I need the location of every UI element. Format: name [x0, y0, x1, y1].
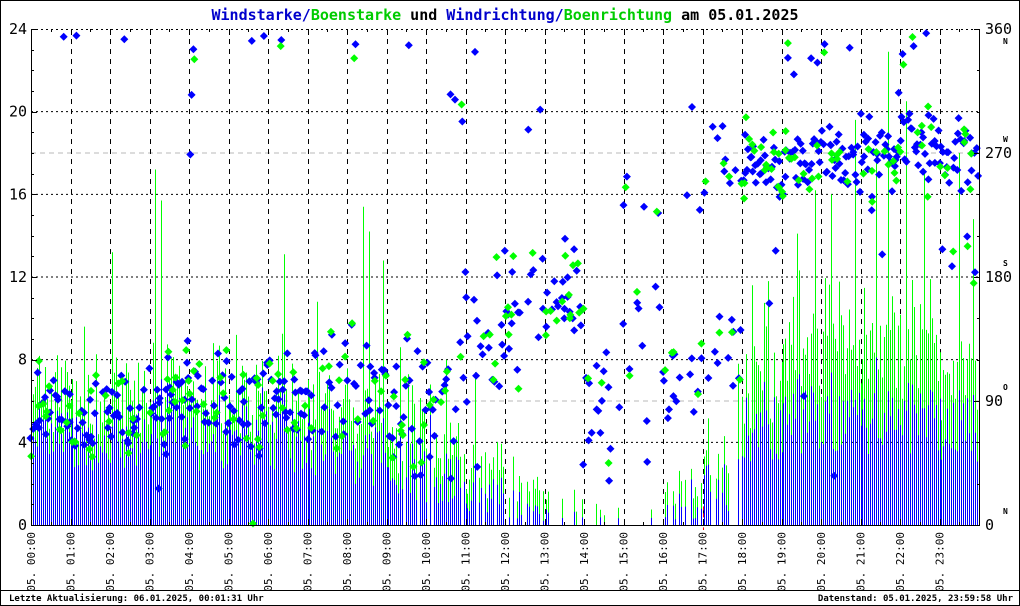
- wind-chart: Windstarke/Boenstarke und Windrichtung/B…: [9, 6, 1012, 591]
- x-axis-tick-label: 05. 12:00: [499, 532, 512, 591]
- x-axis-tick-label: 05. 14:00: [578, 532, 591, 591]
- right-axis-tick-label: 180: [985, 268, 1012, 286]
- x-axis-tick-label: 05. 10:00: [420, 532, 433, 591]
- x-axis-tick-label: 05. 15:00: [618, 532, 631, 591]
- left-axis-tick-label: 20: [9, 103, 27, 121]
- left-axis-tick-label: 0: [18, 516, 27, 534]
- status-bar: Letzte Aktualisierung: 06.01.2025, 00:01…: [1, 590, 1019, 605]
- compass-letter: N: [1003, 37, 1008, 46]
- x-axis-tick-label: 05. 21:00: [855, 532, 868, 591]
- x-axis-tick-label: 05. 13:00: [539, 532, 552, 591]
- x-axis-tick-label: 05. 01:00: [65, 532, 78, 591]
- data-state-text: Datenstand: 05.01.2025, 23:59:58 Uhr: [817, 594, 1013, 604]
- x-axis-tick-label: 05. 03:00: [144, 532, 157, 591]
- right-axis-tick-label: 0: [985, 516, 994, 534]
- x-axis-tick-label: 05. 08:00: [341, 532, 354, 591]
- x-axis-tick-label: 05. 07:00: [302, 532, 315, 591]
- x-axis-tick-label: 05. 05:00: [223, 532, 236, 591]
- left-axis-tick-label: 12: [9, 268, 27, 286]
- right-axis-tick-label: 90: [985, 392, 1003, 410]
- x-axis-tick-label: 05. 23:00: [934, 532, 947, 591]
- x-axis-tick-label: 05. 18:00: [736, 532, 749, 591]
- x-axis-tick-label: 05. 11:00: [460, 532, 473, 591]
- x-axis-tick-label: 05. 19:00: [776, 532, 789, 591]
- axes: [31, 29, 980, 526]
- last-update-text: Letzte Aktualisierung: 06.01.2025, 00:01…: [9, 594, 264, 604]
- left-axis-tick-label: 4: [18, 433, 27, 451]
- chart-title: Windstarke/Boenstarke und Windrichtung/B…: [211, 6, 798, 24]
- x-axis-tick-label: 05. 16:00: [657, 532, 670, 591]
- left-axis-tick-label: 24: [9, 20, 27, 38]
- compass-letter: S: [1003, 259, 1008, 268]
- x-axis-tick-label: 05. 02:00: [104, 532, 117, 591]
- left-axis-tick-label: 16: [9, 185, 27, 203]
- x-axis-tick-label: 05. 00:00: [25, 532, 38, 591]
- x-axis-tick-label: 05. 04:00: [183, 532, 196, 591]
- left-axis-tick-label: 8: [18, 351, 27, 369]
- x-axis-tick-label: 05. 17:00: [697, 532, 710, 591]
- right-axis-tick-label: 270: [985, 144, 1012, 162]
- right-axis-tick-label: 360: [985, 20, 1012, 38]
- x-axis-tick-label: 05. 06:00: [262, 532, 275, 591]
- x-axis-tick-label: 05. 22:00: [894, 532, 907, 591]
- compass-letter: N: [1003, 507, 1008, 516]
- compass-letter: O: [1003, 383, 1008, 392]
- compass-letter: W: [1003, 135, 1008, 144]
- axis-labels: Windstarke/Boenstarke und Windrichtung/B…: [9, 6, 1012, 591]
- x-axis-tick-label: 05. 20:00: [815, 532, 828, 591]
- x-axis-tick-label: 05. 09:00: [381, 532, 394, 591]
